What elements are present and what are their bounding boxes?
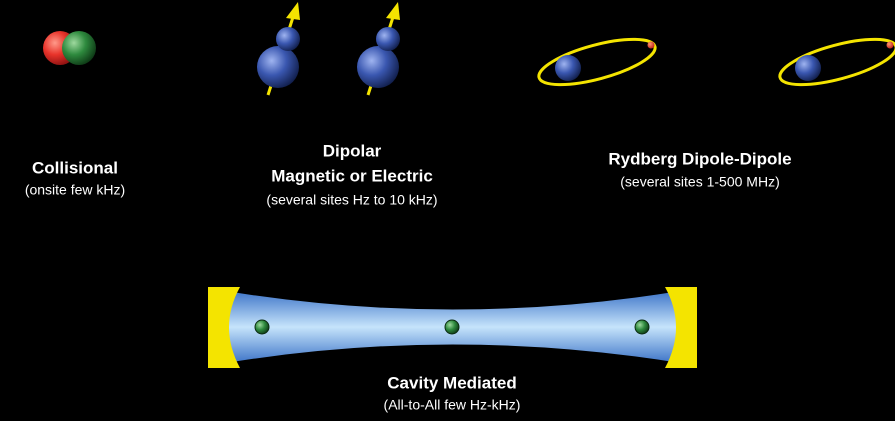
- cavity: [208, 287, 697, 368]
- atom: [276, 27, 300, 51]
- title: Collisional: [32, 158, 118, 177]
- atom: [62, 31, 96, 65]
- atom: [257, 46, 299, 88]
- mirror: [208, 287, 240, 368]
- arrow-head: [386, 2, 400, 20]
- orbit: [537, 37, 657, 87]
- atom: [634, 319, 650, 335]
- atom: [254, 319, 270, 335]
- arrow-head: [286, 2, 300, 20]
- orbit: [778, 37, 895, 87]
- title: Magnetic or Electric: [271, 166, 433, 185]
- mirror: [665, 287, 697, 368]
- title: Rydberg Dipole-Dipole: [608, 149, 791, 168]
- electron: [886, 41, 894, 49]
- rydberg-atom: [778, 37, 895, 87]
- subtitle: (All-to-All few Hz-kHz): [384, 397, 521, 413]
- collisional-atoms: [43, 31, 96, 65]
- subtitle: (several sites 1-500 MHz): [620, 174, 780, 190]
- dipolar-molecule: [357, 2, 400, 96]
- dipolar-molecule: [257, 2, 300, 96]
- electron: [647, 41, 655, 49]
- atom: [795, 55, 821, 81]
- subtitle: (several sites Hz to 10 kHz): [266, 192, 437, 208]
- title: Dipolar: [323, 141, 382, 160]
- subtitle: (onsite few kHz): [25, 182, 125, 198]
- rydberg-atom: [537, 37, 657, 87]
- title: Cavity Mediated: [387, 373, 516, 392]
- atom: [376, 27, 400, 51]
- atom: [555, 55, 581, 81]
- atom: [357, 46, 399, 88]
- atom: [444, 319, 460, 335]
